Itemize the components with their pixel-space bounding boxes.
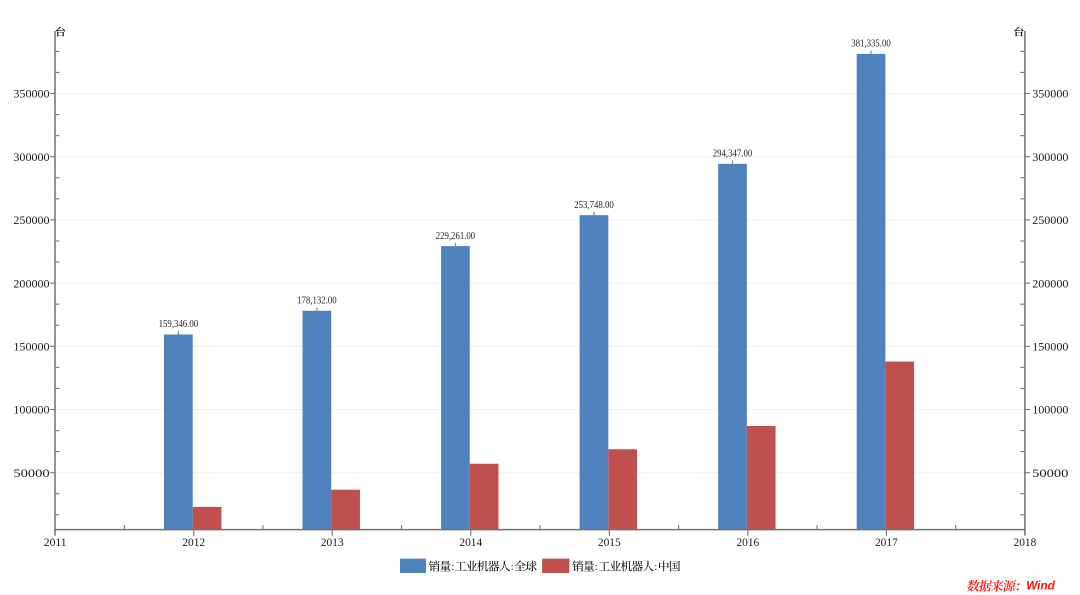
svg-text:350000: 350000 [1032,87,1068,101]
svg-text:229,261.00: 229,261.00 [436,231,476,242]
svg-text:2011: 2011 [44,535,67,549]
svg-text:200000: 200000 [13,276,49,290]
svg-text:250000: 250000 [13,213,49,227]
svg-text:100000: 100000 [1032,403,1068,417]
svg-text:150000: 150000 [1032,340,1068,354]
svg-text:50000: 50000 [13,466,49,480]
svg-text:253,748.00: 253,748.00 [574,200,614,211]
svg-text:159,346.00: 159,346.00 [159,319,199,330]
svg-text::: : [595,561,598,573]
svg-text::: : [511,561,514,573]
svg-text:2014: 2014 [459,535,482,549]
svg-text:350000: 350000 [13,87,49,101]
svg-text:300000: 300000 [13,150,49,164]
svg-text::: : [654,561,657,573]
svg-text:250000: 250000 [1032,213,1068,227]
svg-text:2017: 2017 [875,535,898,549]
svg-text:381,335.00: 381,335.00 [851,39,891,50]
svg-text:2018: 2018 [1014,535,1037,549]
svg-text::: : [451,561,454,573]
svg-text:200000: 200000 [1032,276,1068,290]
svg-text:50000: 50000 [1032,466,1068,480]
svg-text:2016: 2016 [736,535,759,549]
svg-text:294,347.00: 294,347.00 [713,149,753,160]
svg-text:178,132.00: 178,132.00 [297,295,337,306]
svg-text:300000: 300000 [1032,150,1068,164]
svg-text:2013: 2013 [321,535,344,549]
svg-text:2015: 2015 [598,535,621,549]
svg-text:Wind: Wind [1026,579,1055,593]
svg-text:2012: 2012 [182,535,205,549]
svg-text:100000: 100000 [13,403,49,417]
svg-text:150000: 150000 [13,340,49,354]
